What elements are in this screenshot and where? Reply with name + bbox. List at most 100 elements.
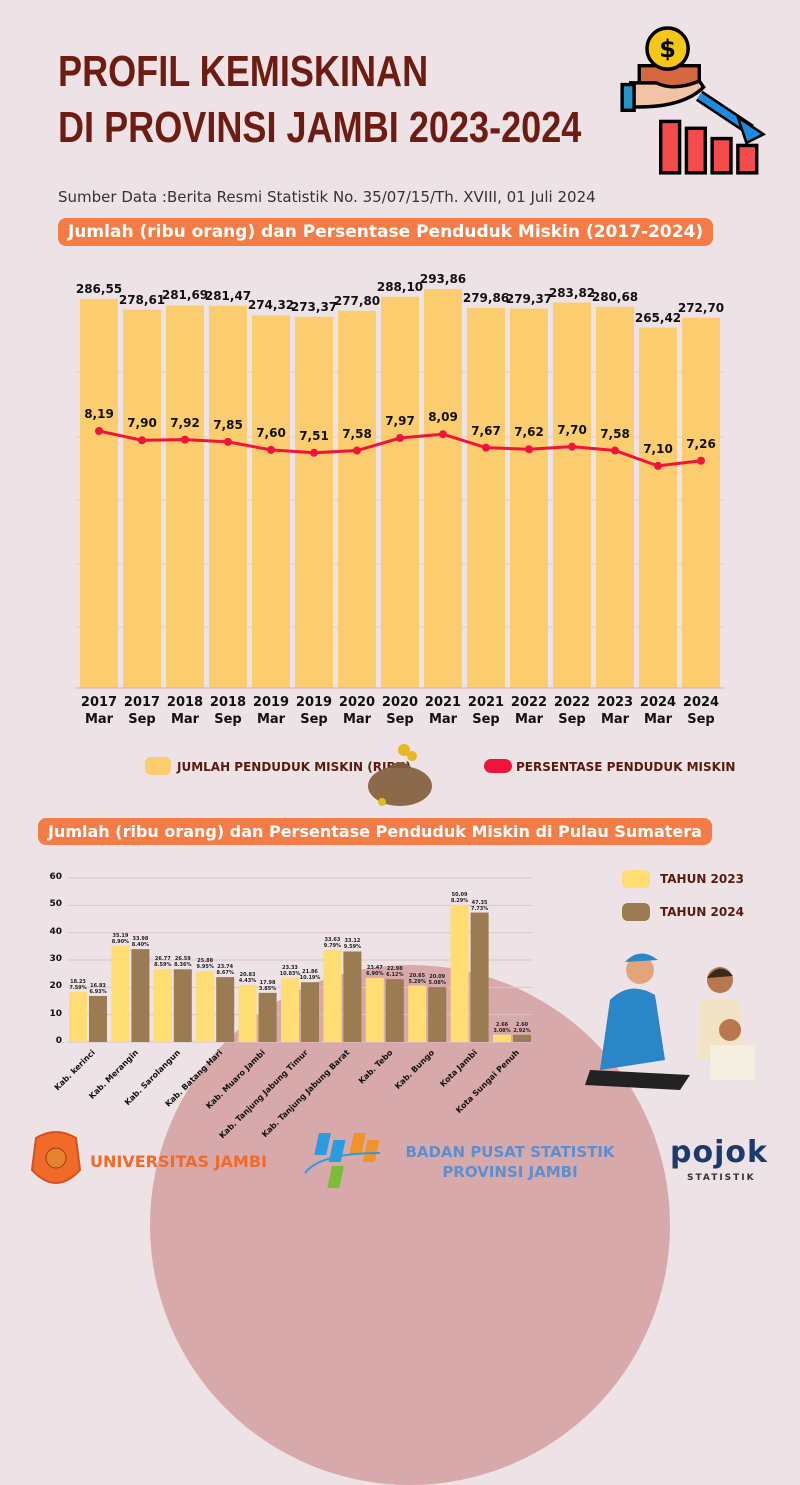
svg-text:$: $	[659, 35, 676, 63]
percent-label: 7,97	[385, 414, 415, 429]
bar-value-label: 33.98 8.40%	[131, 936, 150, 949]
percent-point	[267, 445, 275, 454]
percent-point	[310, 448, 318, 457]
bar-2024	[513, 1034, 531, 1042]
bar-value-label: 279,37	[505, 291, 553, 306]
bar-value-label: 50.09 8.29%	[450, 892, 469, 905]
percent-label: 7,60	[256, 425, 286, 440]
percent-point	[611, 446, 619, 455]
legend-swatch-persentase	[484, 759, 512, 773]
percent-label: 7,10	[643, 441, 673, 456]
bar-value-label: 17.98 3.85%	[258, 979, 277, 992]
bar-2024	[258, 992, 277, 1042]
percent-point	[95, 427, 103, 435]
legend-2024: TAHUN 2024	[660, 905, 744, 919]
x-tick-label: 2022 Mar	[510, 695, 548, 727]
chart2-plot	[68, 877, 532, 1043]
bar	[80, 298, 118, 688]
bar-2024	[301, 982, 319, 1042]
universitas-jambi-logo	[30, 1131, 82, 1184]
bar	[682, 317, 720, 688]
bar	[467, 307, 505, 688]
bar-2024	[385, 979, 404, 1042]
x-tick-label: 2017 Mar	[80, 695, 118, 727]
legend-persentase: PERSENTASE PENDUDUK MISKIN	[516, 760, 736, 774]
bps-logo	[304, 1133, 381, 1188]
bar-value-label: 18.23 7.59%	[69, 979, 87, 992]
chart2-title: Jumlah (ribu orang) dan Persentase Pendu…	[38, 818, 712, 845]
universitas-jambi-label: UNIVERSITAS JAMBI	[90, 1152, 267, 1171]
percent-label: 8,19	[84, 407, 114, 421]
percent-label: 7,85	[213, 417, 243, 432]
bar-value-label: 279,86	[462, 290, 510, 305]
percent-point	[439, 430, 447, 439]
x-tick-label: 2019 Sep	[295, 695, 333, 727]
y-tick-label: 50	[49, 899, 62, 910]
bar	[209, 305, 247, 688]
bar-value-label: 280,68	[591, 289, 639, 304]
bar-value-label: 278,61	[118, 292, 166, 307]
page-title: PROFIL KEMISKINAN DI PROVINSI JAMBI 2023…	[58, 44, 581, 156]
bar	[596, 306, 634, 688]
bar	[639, 327, 677, 688]
money-bag-icon	[368, 744, 432, 806]
bar	[381, 296, 419, 688]
bar-value-label: 23.47 6.90%	[366, 964, 384, 977]
bar-value-label: 265,42	[634, 310, 682, 325]
percent-point	[224, 437, 232, 446]
bar-2023	[450, 905, 469, 1042]
bar-value-label: 2.66 3.08%	[493, 1021, 511, 1034]
bar-value-label: 274,32	[247, 298, 295, 313]
family-illustration	[585, 953, 755, 1090]
percent-label: 7,90	[127, 416, 157, 431]
x-tick-label: 2024 Mar	[639, 695, 677, 727]
y-tick-label: 30	[49, 954, 62, 964]
percent-point	[353, 446, 361, 455]
legend-swatch-jumlah	[145, 757, 171, 775]
bar-value-label: 21.86 10.19%	[299, 969, 321, 982]
bar-value-label: 16.83 6.93%	[89, 982, 107, 995]
bar-2023	[238, 985, 257, 1042]
bar-2023	[365, 977, 384, 1042]
bps-label: BADAN PUSAT STATISTIK PROVINSI JAMBI	[395, 1142, 625, 1182]
bar-2023	[323, 950, 342, 1042]
x-tick-label: 2017 Sep	[123, 695, 161, 727]
bar-value-label: 286,55	[75, 281, 123, 296]
x-tick-label: 2023 Mar	[596, 695, 634, 727]
bar-2024	[89, 995, 107, 1042]
bar-value-label: 272,70	[677, 300, 725, 315]
percent-label: 7,58	[600, 426, 630, 441]
percent-point	[568, 442, 576, 451]
x-tick-label: 2021 Sep	[467, 695, 505, 727]
x-tick-label: 2020 Mar	[338, 695, 376, 727]
bar-value-label: 47.35 7.73%	[470, 899, 489, 912]
source-note: Sumber Data :Berita Resmi Statistik No. …	[58, 188, 596, 206]
percent-point	[181, 435, 189, 444]
bar-value-label: 20.65 5.29%	[408, 972, 426, 985]
bar-value-label: 2.60 2.92%	[513, 1021, 531, 1034]
percent-label: 7,58	[342, 426, 372, 441]
bar-value-label: 26.77 8.59%	[154, 955, 172, 968]
chart1-title: Jumlah (ribu orang) dan Persentase Pendu…	[58, 218, 714, 246]
pojok-sub: STATISTIK	[687, 1173, 756, 1183]
y-tick-label: 0	[55, 1036, 62, 1046]
bar-value-label: 26.59 8.36%	[174, 956, 192, 969]
bar-value-label: 293,86	[419, 271, 467, 286]
y-tick-label: 60	[49, 872, 62, 882]
bar-value-label: 281,69	[161, 288, 209, 303]
x-tick-label: 2024 Sep	[682, 695, 720, 727]
bar-2024	[470, 912, 489, 1042]
percent-point	[138, 436, 146, 445]
y-tick-label: 40	[49, 926, 62, 937]
bar-value-label: 33.12 9.59%	[343, 938, 362, 951]
percent-point	[482, 443, 490, 452]
bps-line-1: BADAN PUSAT STATISTIK	[405, 1143, 615, 1161]
bar-2024	[216, 977, 235, 1042]
title-line-2: DI PROVINSI JAMBI 2023-2024	[58, 103, 582, 152]
bar-2023	[111, 945, 130, 1042]
percent-point	[654, 461, 662, 470]
bar-2024	[428, 987, 447, 1042]
bar	[166, 305, 204, 688]
percent-label: 8,09	[428, 410, 458, 425]
bar-value-label: 23.74 8.67%	[216, 964, 234, 977]
